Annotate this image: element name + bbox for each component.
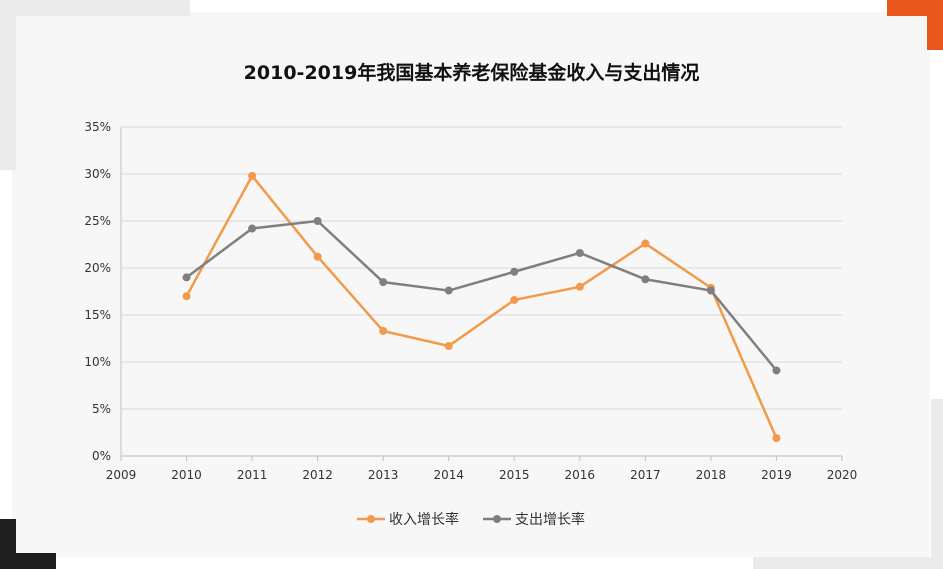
data-point-series-1 — [575, 282, 584, 291]
x-tick-label: 2009 — [106, 468, 137, 482]
x-tick-label: 2017 — [630, 468, 661, 482]
data-point-series-2 — [575, 248, 584, 257]
y-tick-label: 10% — [84, 355, 111, 369]
x-tick-label: 2012 — [302, 468, 333, 482]
data-point-series-2 — [313, 217, 322, 225]
corner-decoration-bottom-right-vertical — [931, 399, 943, 569]
x-tick-label: 2010 — [171, 468, 202, 482]
x-tick-label: 2013 — [368, 468, 399, 482]
legend-swatch-marker — [367, 515, 375, 523]
y-tick-label: 25% — [84, 214, 111, 228]
corner-decoration-top-right-vertical — [927, 0, 943, 50]
data-point-series-1 — [379, 326, 388, 335]
y-tick-label: 30% — [84, 167, 111, 181]
data-point-series-2 — [510, 267, 519, 276]
data-point-series-1 — [641, 239, 650, 248]
series-line-2 — [185, 219, 778, 372]
x-tick-label: 2020 — [827, 468, 858, 482]
data-point-series-2 — [641, 275, 650, 284]
corner-decoration-top-left — [0, 0, 190, 16]
y-tick-label: 20% — [84, 261, 111, 275]
x-tick-label: 2019 — [761, 468, 792, 482]
x-tick-label: 2014 — [433, 468, 464, 482]
series-line-1 — [185, 174, 778, 439]
y-tick-label: 0% — [92, 449, 111, 463]
data-point-series-2 — [706, 286, 715, 295]
x-tick-label: 2016 — [565, 468, 596, 482]
chart-title: 2010-2019年我国基本养老保险基金收入与支出情况 — [243, 62, 700, 84]
data-point-series-2 — [248, 224, 257, 233]
corner-decoration-bottom-left-vertical — [0, 519, 16, 569]
data-point-series-1 — [772, 434, 781, 443]
x-tick-label: 2015 — [499, 468, 530, 482]
legend-swatch-marker — [493, 515, 501, 523]
data-point-series-1 — [248, 171, 257, 180]
data-point-series-1 — [182, 292, 191, 301]
data-point-series-1 — [510, 295, 519, 304]
y-tick-label: 5% — [92, 402, 111, 416]
data-point-series-2 — [772, 366, 781, 375]
y-tick-label: 35% — [84, 120, 111, 134]
y-tick-label: 15% — [84, 308, 111, 322]
data-point-series-1 — [444, 342, 453, 351]
legend-label: 收入增长率 — [389, 511, 459, 528]
data-point-series-2 — [444, 286, 453, 295]
data-point-series-2 — [182, 273, 191, 282]
legend-label: 支出增长率 — [515, 511, 585, 528]
corner-decoration-bottom-right — [753, 557, 943, 569]
data-point-series-1 — [313, 252, 322, 261]
x-tick-label: 2018 — [696, 468, 727, 482]
corner-decoration-top-left-vertical — [0, 0, 16, 170]
x-tick-label: 2011 — [237, 468, 268, 482]
data-point-series-2 — [379, 278, 388, 287]
